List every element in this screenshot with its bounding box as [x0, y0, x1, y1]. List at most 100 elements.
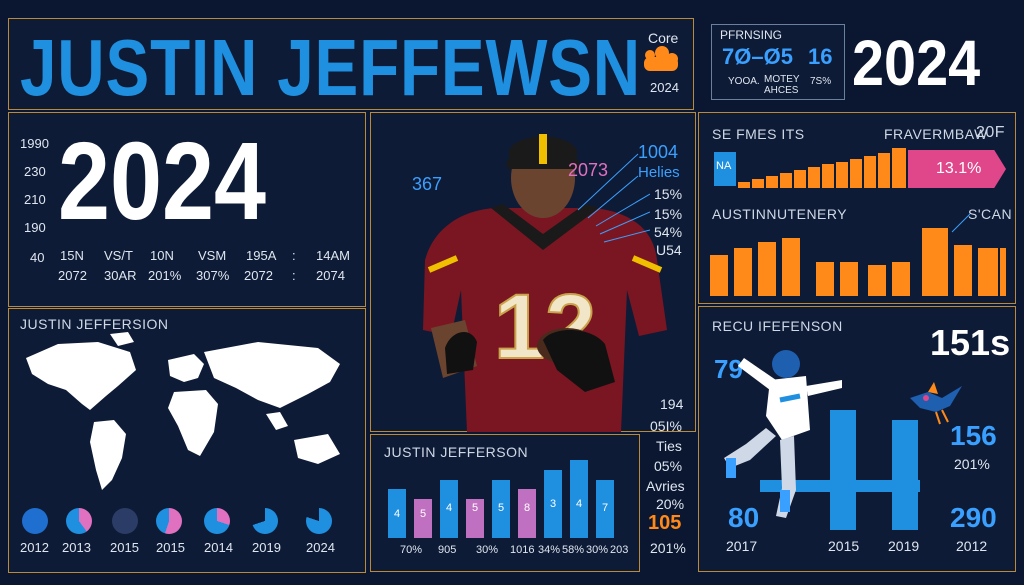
pie-icon — [66, 508, 92, 534]
right-bottom-num3: 290 — [950, 502, 997, 533]
football-player-icon — [710, 340, 860, 530]
bar — [922, 228, 948, 296]
stat-value: 05I% — [650, 418, 682, 434]
year-label: 2013 — [62, 540, 91, 555]
axis-label: 190 — [24, 220, 46, 235]
stat-cell: 201% — [148, 268, 182, 283]
bar — [752, 179, 764, 188]
x-label: 30% — [476, 544, 499, 556]
stat-cell: 307% — [196, 268, 230, 283]
right-bottom-left-num: 79 — [714, 354, 743, 384]
bar — [710, 255, 728, 296]
bar — [544, 469, 562, 538]
callout-helies: Helies — [638, 164, 680, 181]
year-label: 2019 — [888, 538, 920, 554]
stat-pct: U54 — [656, 242, 682, 258]
center-bottom-pct: 201% — [650, 540, 686, 556]
right-mid-chart — [710, 226, 1006, 296]
x-label: 70% — [400, 544, 423, 556]
stat-cell: 195A — [246, 248, 277, 263]
bar — [440, 479, 458, 538]
stat-value: 194 — [660, 396, 684, 412]
year-label: 2024 — [306, 540, 335, 555]
bar — [794, 170, 806, 188]
x-label: 1016 — [510, 544, 535, 556]
bar — [414, 499, 432, 538]
bar-label: 5 — [472, 502, 479, 514]
bar — [388, 489, 406, 538]
bar — [816, 262, 834, 296]
bar — [1000, 248, 1006, 296]
bar — [596, 479, 614, 538]
bar — [840, 262, 858, 296]
right-bottom-chart — [760, 410, 940, 530]
core-icon — [640, 45, 680, 75]
bar — [466, 499, 484, 538]
bar — [954, 245, 972, 296]
stat-cell: 14AM — [316, 248, 350, 263]
header-stat-box — [711, 24, 845, 100]
right-top-title-right: FRAVERMBAW — [884, 126, 988, 142]
box-sub2: MOTEY AHCES — [764, 74, 800, 96]
bar — [892, 420, 918, 530]
na-label: NA — [716, 160, 732, 172]
bar — [780, 173, 792, 188]
stat-value: Avries — [646, 478, 685, 494]
stat-cell: VSM — [198, 248, 227, 263]
stat-cell: 15N — [60, 248, 84, 263]
year-label: 2017 — [726, 538, 758, 554]
right-mid-title: AUSTINNUTENERY — [712, 206, 848, 222]
callout-pink: 2073 — [568, 160, 609, 180]
year-label: 2014 — [204, 540, 233, 555]
bar-label: 4 — [576, 498, 583, 510]
year-label: 2015 — [828, 538, 860, 554]
center-highlight: 105 — [648, 512, 682, 534]
bar — [782, 238, 800, 296]
bar — [892, 148, 906, 188]
stat-cell: 2072 — [58, 268, 87, 283]
stat-cell: 2074 — [316, 268, 345, 283]
right-top-title: SE FMES ITS — [712, 126, 805, 142]
bar-chart: 4 5 4 5 5 8 3 4 7 — [384, 458, 634, 538]
header-panel — [8, 18, 694, 110]
map-title: JUSTIN JEFFERSION — [20, 316, 169, 332]
stat-cell: VS/T — [104, 248, 133, 263]
moon-icon — [112, 508, 138, 534]
x-label: 30% — [586, 544, 609, 556]
stat-value: 05% — [654, 458, 683, 474]
bar — [766, 176, 778, 188]
year-label: 2015 — [110, 540, 139, 555]
stat-cell: 2072 — [244, 268, 273, 283]
stat-cell: 10N — [150, 248, 174, 263]
stat-pct: 15% — [654, 186, 683, 202]
axis-label: 40 — [30, 250, 45, 265]
right-bottom-num2: 80 — [728, 502, 760, 533]
bar-panel-title: JUSTIN JEFFERSON — [384, 444, 529, 460]
big-year: 2024 — [58, 120, 267, 243]
bar — [492, 479, 510, 538]
right-bottom-big: 151s — [930, 322, 1011, 363]
x-label: 34% — [538, 544, 561, 556]
x-label: 905 — [438, 544, 457, 556]
axis-label: 210 — [24, 192, 46, 207]
page-title: JUSTIN JEFFEWSN — [20, 23, 641, 112]
right-mid-title-right: S'CAN — [968, 206, 1013, 222]
bar — [734, 248, 752, 296]
bar — [518, 489, 536, 538]
left-year-panel — [8, 112, 366, 307]
bar — [738, 182, 750, 188]
bar-label: 8 — [524, 502, 531, 514]
box-sub1: YOOA. — [728, 76, 760, 87]
right-top-pct: 13.1% — [936, 160, 982, 177]
year-label: 2015 — [156, 540, 185, 555]
bird-icon — [906, 378, 966, 428]
stat-pct: 54% — [654, 224, 683, 240]
bar-label: 7 — [602, 502, 609, 514]
right-bottom-title: RECU IFEFENSON — [712, 318, 843, 334]
bar — [850, 158, 862, 188]
box-num: 16 — [808, 44, 833, 69]
box-pct: 7S% — [810, 76, 832, 87]
facebook-icon — [22, 508, 48, 534]
bar — [878, 152, 890, 188]
right-top-na-box — [714, 152, 736, 186]
